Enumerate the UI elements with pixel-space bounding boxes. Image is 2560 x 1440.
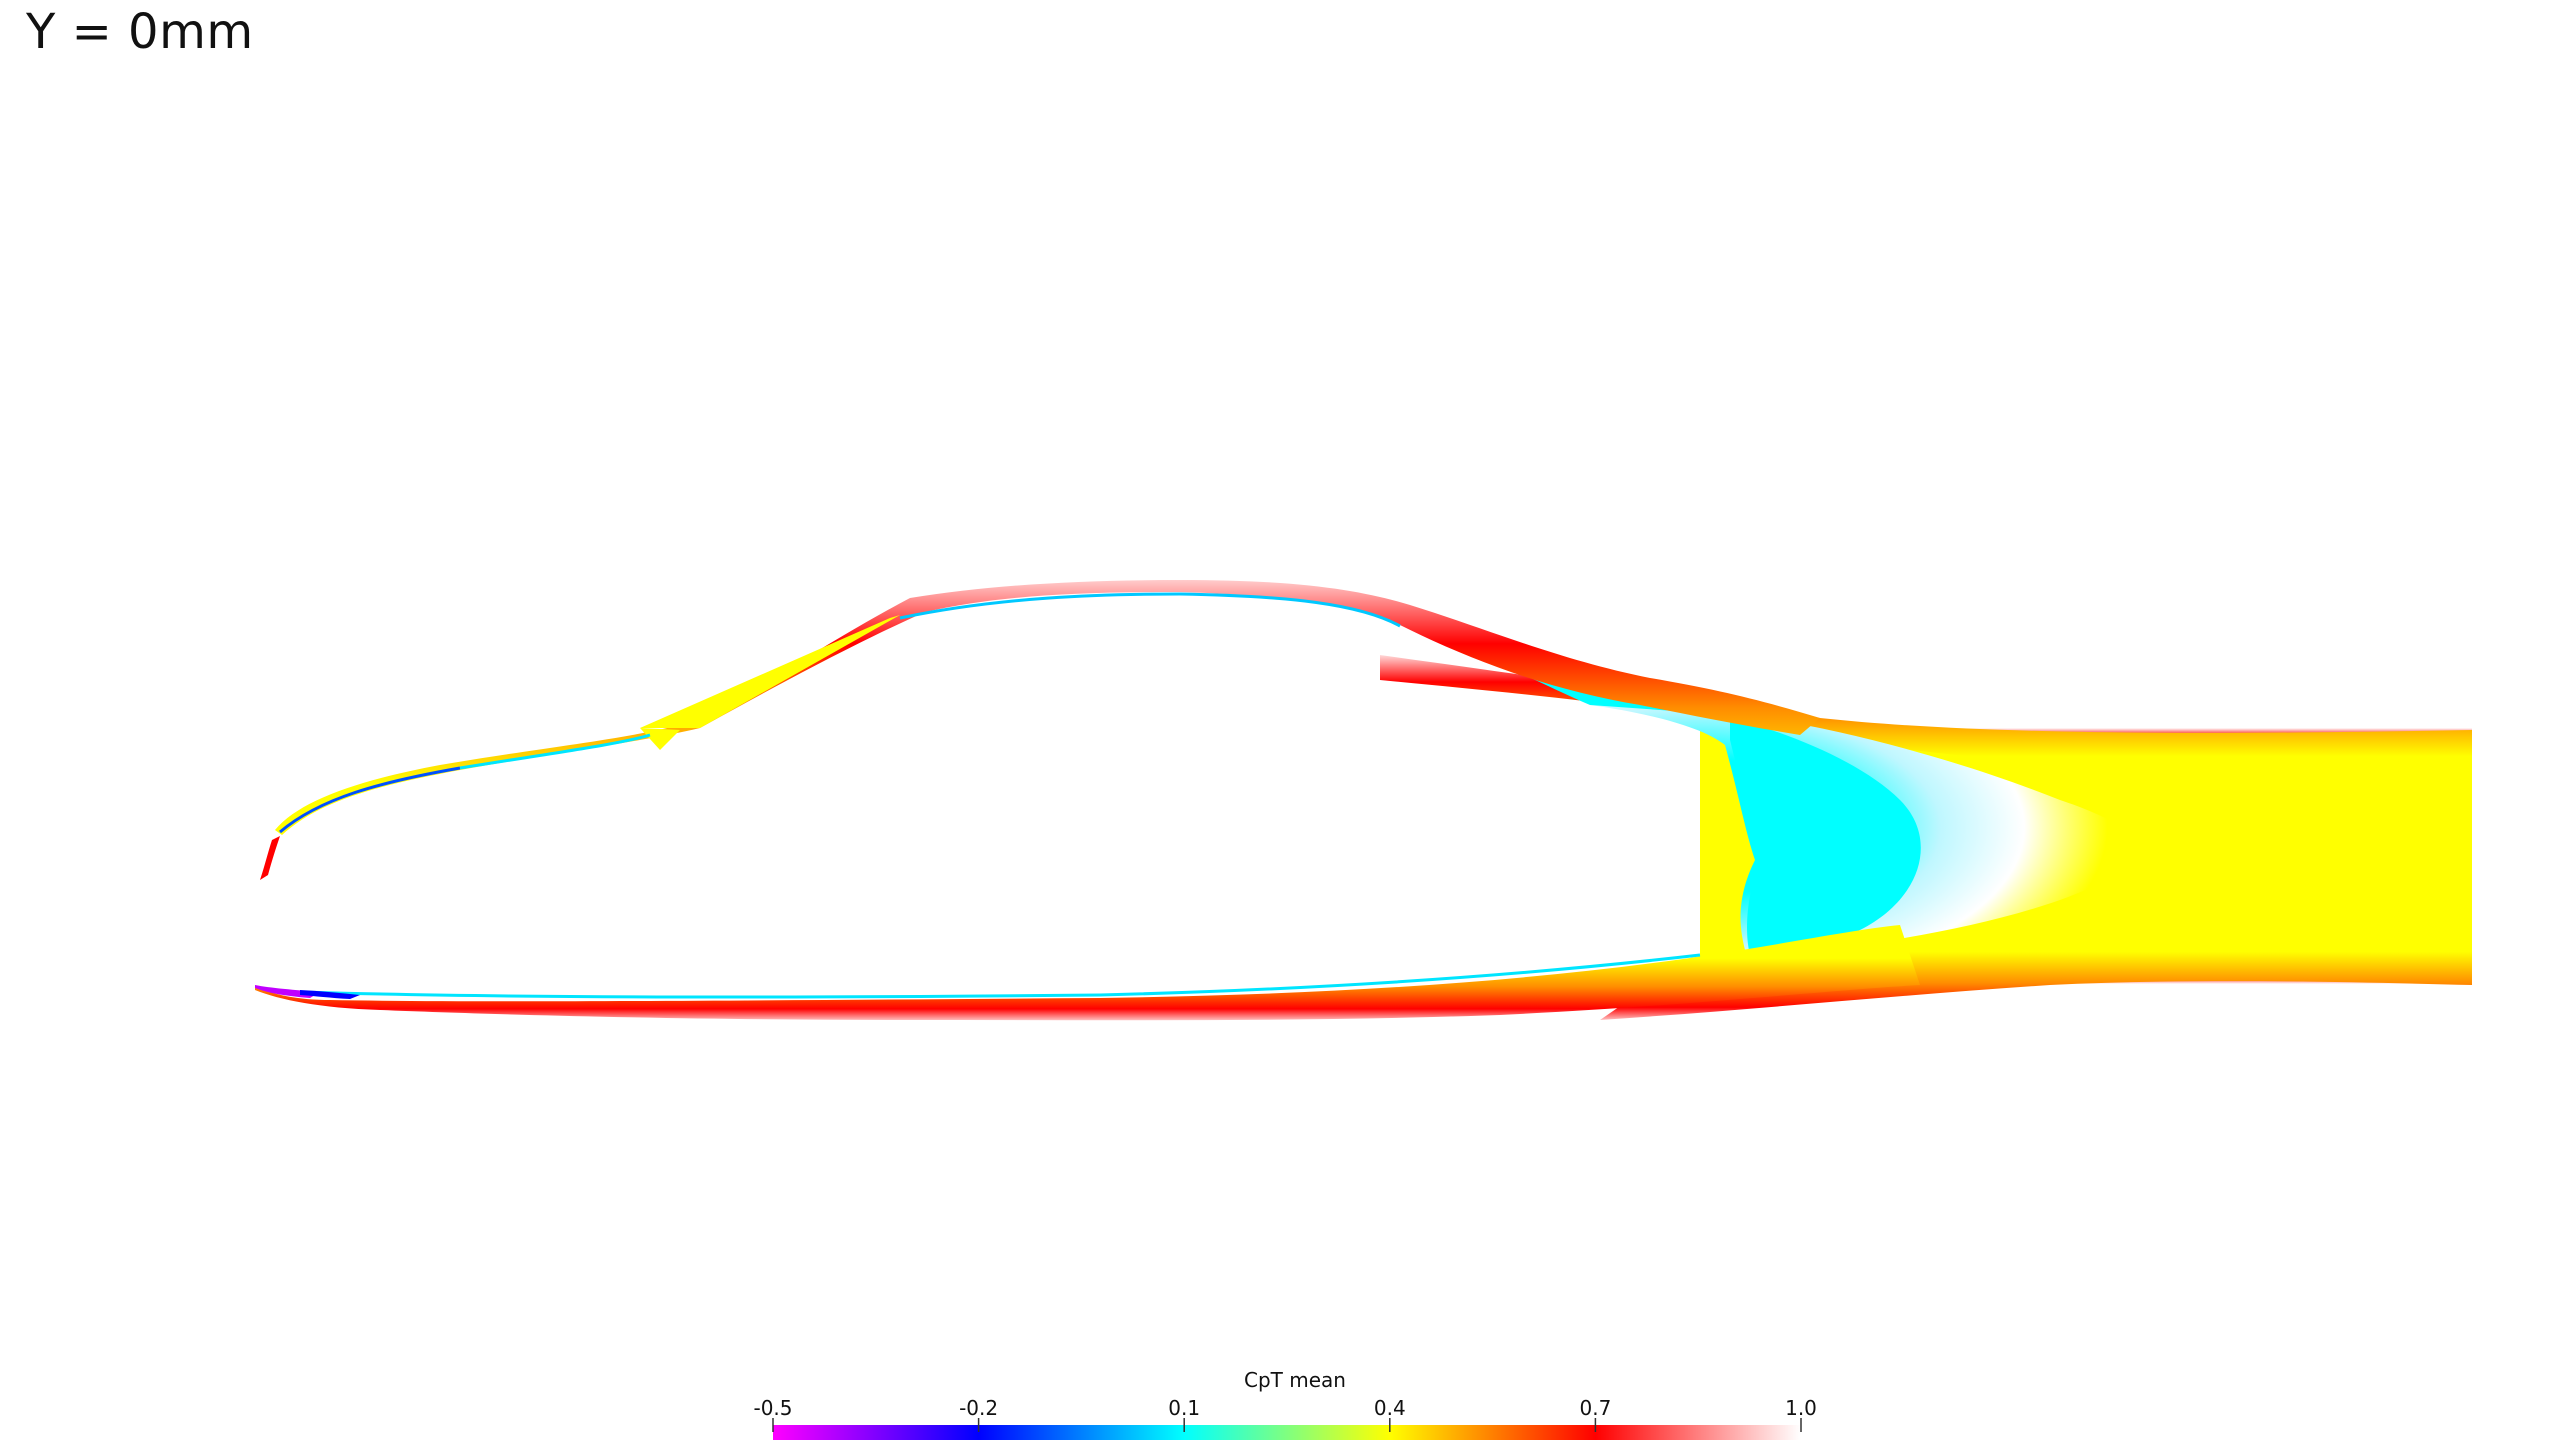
separation-core-inner bbox=[1730, 718, 1921, 955]
colorbar-tick-label: 1.0 bbox=[1785, 1396, 1817, 1420]
windshield-wedge-base bbox=[640, 728, 680, 750]
colorbar-tick-label: 0.7 bbox=[1579, 1396, 1612, 1420]
slice-title: Y = 0mm bbox=[26, 4, 254, 60]
nose-lip bbox=[260, 836, 280, 880]
colorbar-tick-label: 0.4 bbox=[1373, 1396, 1406, 1420]
colorbar-ticks bbox=[772, 1418, 1802, 1432]
underbody-surface-edge bbox=[299, 953, 1701, 999]
colorbar-gradient bbox=[773, 1425, 1801, 1440]
roof-surface-edge bbox=[899, 592, 1401, 628]
wake-upper-shear-layer bbox=[1380, 655, 2472, 790]
colorbar-tick-label: -0.2 bbox=[959, 1396, 999, 1420]
underbody-boundary-band bbox=[255, 925, 1920, 1021]
colorbar-tick-label: 0.1 bbox=[1168, 1396, 1201, 1420]
front-stagnation-blue bbox=[300, 990, 360, 999]
colorbar-tick-label: -0.5 bbox=[753, 1396, 793, 1420]
windshield-wedge bbox=[640, 615, 900, 728]
hood-surface-edge bbox=[279, 766, 461, 834]
roof-boundary-band bbox=[275, 580, 1820, 835]
hood-surface-edge-cyan bbox=[459, 733, 651, 770]
